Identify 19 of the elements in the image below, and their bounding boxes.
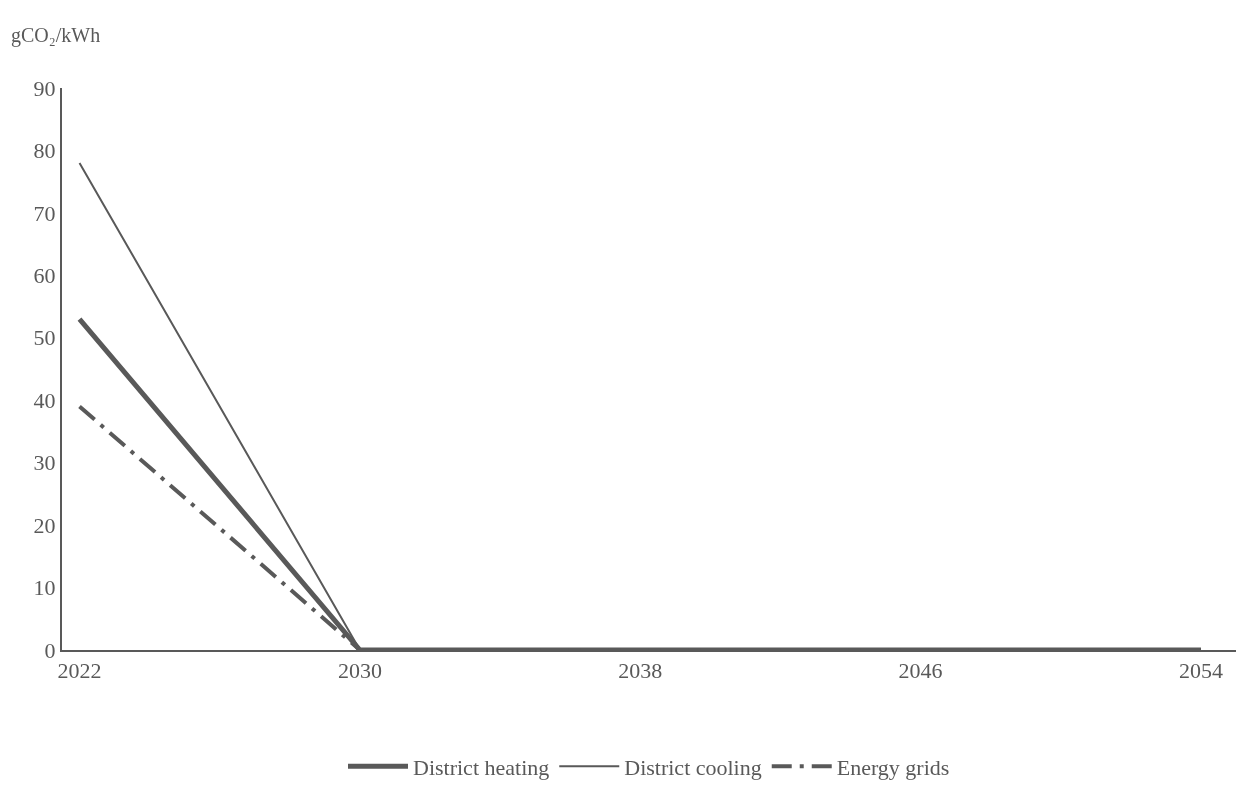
y-tick-label: 30 — [33, 450, 56, 476]
y-tick-label: 50 — [33, 325, 56, 351]
y-tick-label: 10 — [33, 575, 56, 601]
legend-label: District cooling — [624, 754, 762, 780]
y-tick-label: 0 — [44, 637, 56, 663]
x-tick-label: 2030 — [337, 658, 382, 684]
legend-label: District heating — [413, 754, 550, 780]
x-tick-label: 2022 — [57, 658, 102, 684]
x-tick-label: 2046 — [898, 658, 943, 684]
x-tick-label: 2038 — [618, 658, 663, 684]
x-tick-label: 2054 — [1178, 658, 1223, 684]
y-tick-label: 60 — [33, 263, 56, 289]
y-tick-label: 20 — [33, 512, 56, 538]
y-tick-label: 70 — [33, 200, 56, 226]
y-tick-label: 40 — [33, 387, 56, 413]
y-axis-title: gCO₂/kWh — [11, 24, 101, 47]
y-tick-label: 80 — [33, 138, 56, 164]
y-tick-label: 90 — [33, 75, 56, 101]
legend-label: Energy grids — [836, 754, 950, 780]
